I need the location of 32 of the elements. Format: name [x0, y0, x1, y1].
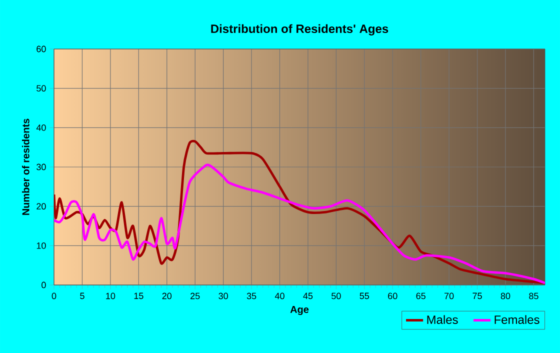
y-tick-label: 10 [36, 242, 46, 249]
x-axis-title: Age [290, 306, 309, 316]
x-tick-label: 0 [52, 292, 56, 300]
y-tick-label: 40 [36, 124, 46, 131]
x-tick-label: 20 [162, 292, 172, 300]
x-tick-label: 65 [416, 292, 426, 300]
line-series [54, 164, 545, 284]
x-tick-label: 5 [80, 292, 84, 300]
line-series [54, 140, 545, 284]
y-tick-label: 50 [36, 85, 46, 92]
y-tick-label: 30 [36, 164, 46, 170]
x-tick-label: 45 [303, 292, 313, 300]
y-tick-label: 20 [36, 203, 46, 210]
x-tick-label: 70 [444, 292, 454, 300]
y-axis-title: Number of residents [22, 118, 30, 215]
x-tick-label: 85 [529, 292, 538, 300]
x-tick-label: 10 [106, 292, 116, 300]
chart-title: Distribution of Residents' Ages [211, 24, 388, 36]
x-tick-label: 30 [218, 292, 228, 300]
x-tick-label: 55 [360, 292, 370, 300]
y-tick-label: 0 [42, 282, 46, 288]
y-tick-label: 60 [36, 46, 46, 52]
x-tick-label: 35 [246, 292, 256, 300]
x-tick-label: 50 [332, 292, 341, 300]
x-tick-label: 40 [274, 292, 284, 300]
legend-label: Females [494, 315, 540, 324]
legend-label: Males [427, 315, 458, 324]
x-tick-label: 60 [388, 292, 398, 300]
x-tick-label: 75 [472, 292, 482, 300]
x-tick-label: 25 [190, 292, 200, 300]
x-tick-label: 80 [500, 292, 510, 300]
x-tick-label: 15 [134, 292, 144, 300]
